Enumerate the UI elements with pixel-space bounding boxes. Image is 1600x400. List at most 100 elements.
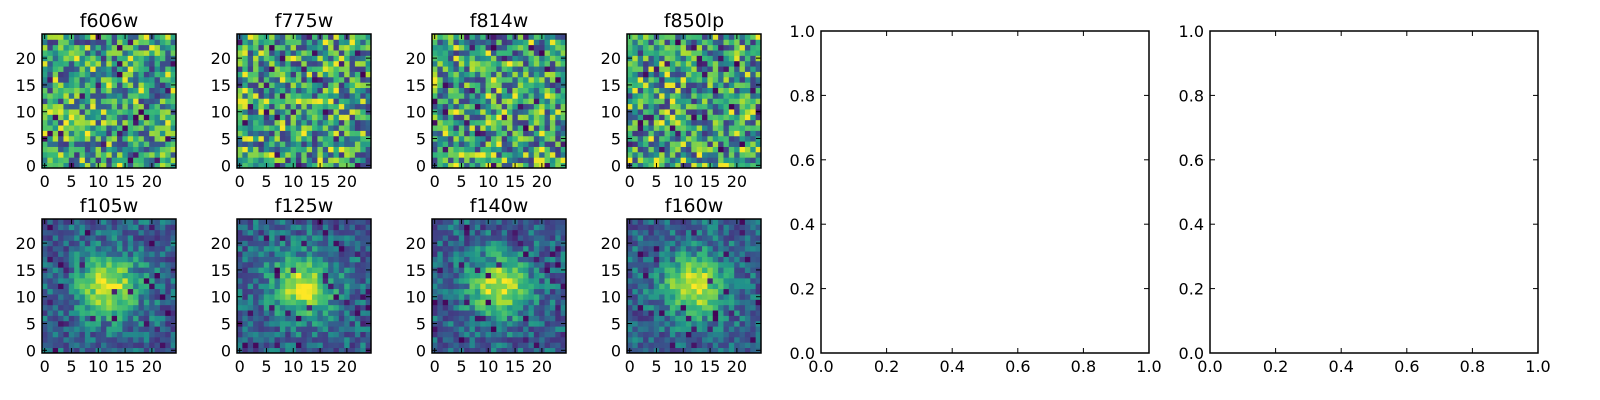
heatmap-cell: [95, 326, 102, 332]
heatmap-cell: [263, 283, 270, 290]
heatmap-cell: [360, 103, 367, 110]
heatmap-cell: [360, 315, 367, 322]
heatmap-cell: [106, 44, 113, 51]
heatmap-cell: [464, 135, 470, 142]
heatmap-cell: [242, 119, 249, 126]
heatmap-cell: [47, 66, 54, 72]
heatmap-cell: [111, 310, 118, 316]
heatmap-cell: [84, 219, 91, 225]
heatmap-cell: [285, 141, 291, 147]
heatmap-cell: [485, 98, 492, 105]
heatmap-cell: [328, 342, 334, 349]
heatmap-cell: [58, 261, 64, 268]
heatmap-cell: [648, 283, 655, 290]
heatmap-cell: [317, 320, 324, 327]
heatmap-cell: [274, 267, 281, 273]
heatmap-cell: [253, 109, 259, 115]
heatmap-cell: [285, 299, 291, 306]
heatmap-cell: [90, 141, 96, 147]
heatmap-cell: [702, 267, 708, 273]
heatmap-cell: [349, 82, 356, 88]
heatmap-cell: [165, 151, 172, 158]
heatmap-cell: [539, 304, 545, 311]
heatmap-cell: [154, 141, 161, 147]
heatmap-cell: [301, 315, 308, 322]
heatmap-cell: [133, 331, 139, 338]
heatmap-cell: [100, 320, 107, 327]
heatmap-cell: [664, 82, 671, 88]
heatmap-cell: [653, 151, 660, 158]
heatmap-cell: [269, 82, 275, 88]
heatmap-cell: [507, 256, 513, 263]
heatmap-cell: [680, 76, 687, 83]
heatmap-cell: [52, 240, 59, 247]
heatmap-cell: [469, 294, 476, 300]
heatmap-cell: [480, 320, 486, 327]
heatmap-cell: [117, 347, 123, 354]
heatmap-cell: [528, 119, 535, 126]
heatmap-cell: [480, 235, 486, 241]
heatmap-cell: [344, 39, 350, 46]
heatmap-cell: [237, 235, 243, 241]
heatmap-cell: [349, 66, 356, 72]
heatmap-cell: [263, 157, 270, 164]
heatmap-cell: [691, 294, 698, 300]
heatmap-cell: [306, 272, 313, 279]
heatmap-cell: [138, 92, 145, 99]
heatmap-cell: [122, 60, 129, 67]
heatmap-cell: [237, 326, 243, 332]
heatmap-cell: [474, 60, 481, 67]
heatmap-cell: [485, 336, 492, 343]
heatmap-cell: [74, 235, 80, 241]
heatmap-cell: [750, 109, 757, 115]
heatmap-cell: [269, 342, 275, 349]
heatmap-cell: [696, 151, 703, 158]
heatmap-cell: [755, 342, 762, 349]
heatmap-cell: [290, 224, 297, 231]
heatmap-cell: [533, 103, 540, 110]
heatmap-cell: [442, 103, 449, 110]
heatmap-cell: [111, 119, 118, 126]
heatmap-cell: [127, 44, 134, 51]
heatmap-cell: [555, 224, 562, 231]
heatmap-cell: [702, 87, 708, 94]
heatmap-cell: [501, 98, 508, 105]
heatmap-cell: [637, 66, 644, 72]
heatmap-cell: [237, 130, 243, 137]
heatmap-cell: [295, 347, 302, 354]
heatmap-cell: [490, 34, 497, 40]
heatmap-cell: [648, 114, 655, 121]
heatmap-cell: [528, 98, 535, 105]
heatmap-cell: [138, 135, 145, 142]
heatmap-cell: [111, 342, 118, 349]
heatmap-cell: [322, 50, 329, 56]
heatmap-cell: [685, 272, 692, 279]
heatmap-cell: [79, 50, 86, 56]
x-tick-label: 5: [456, 172, 466, 191]
heatmap-cell: [723, 92, 730, 99]
heatmap-cell: [285, 76, 291, 83]
heatmap-cell: [253, 256, 259, 263]
heatmap-cell: [247, 34, 254, 40]
heatmap-cell: [149, 224, 155, 231]
heatmap-cell: [354, 92, 361, 99]
heatmap-cell: [739, 141, 746, 147]
heatmap-cell: [734, 342, 740, 349]
heatmap-cell: [653, 55, 660, 62]
heatmap-cell: [501, 331, 508, 338]
heatmap-cell: [637, 60, 644, 67]
heatmap-cell: [100, 336, 107, 343]
heatmap-cell: [648, 272, 655, 279]
heatmap-cell: [691, 272, 698, 279]
heatmap-cell: [263, 294, 270, 300]
heatmap-cell: [739, 66, 746, 72]
heatmap-cell: [517, 130, 524, 137]
heatmap-cell: [555, 76, 562, 83]
heatmap-cell: [637, 283, 644, 290]
heatmap-cell: [111, 135, 118, 142]
heatmap-cell: [52, 82, 59, 88]
heatmap-cell: [632, 103, 639, 110]
heatmap-cell: [317, 224, 324, 231]
heatmap-cell: [507, 76, 513, 83]
heatmap-cell: [648, 320, 655, 327]
